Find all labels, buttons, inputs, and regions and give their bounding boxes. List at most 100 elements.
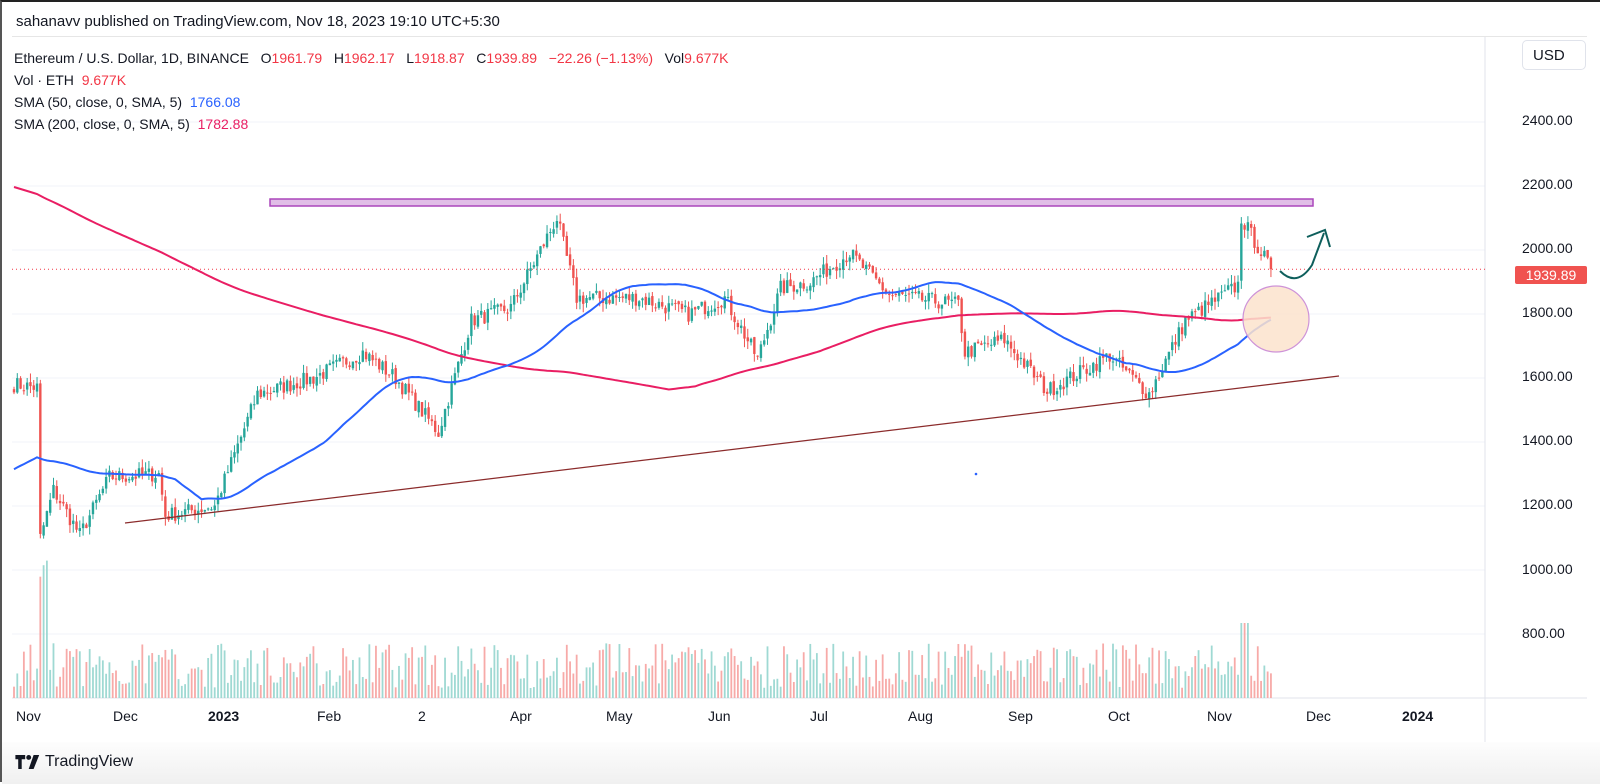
candle-body	[460, 354, 463, 364]
volume-bar	[411, 647, 414, 698]
candle-body	[927, 292, 930, 302]
volume-bar	[644, 663, 647, 698]
volume-bar	[1049, 667, 1052, 698]
volume-bar	[319, 685, 321, 698]
candle-body	[104, 477, 108, 489]
volume-bar	[812, 659, 815, 698]
candle-body	[934, 294, 937, 304]
volume-bar	[253, 682, 256, 698]
candle-body	[703, 301, 707, 315]
candle-body	[907, 293, 911, 295]
volume-bar	[233, 659, 236, 698]
candle-body	[170, 507, 174, 520]
candle-body	[229, 457, 233, 472]
volume-label: Vol	[664, 50, 685, 66]
volume-bar	[463, 676, 466, 698]
candle-body	[1226, 285, 1230, 290]
candle-body	[749, 338, 753, 343]
volume-bar	[19, 686, 22, 698]
candle-body	[1036, 376, 1039, 378]
volume-bar	[134, 665, 137, 698]
volume-bar	[355, 684, 358, 698]
candle-body	[203, 510, 207, 512]
volume-bar	[62, 667, 65, 698]
candle-body	[677, 301, 680, 305]
sma50-label: SMA (50, close, 0, SMA, 5)	[14, 94, 183, 110]
symbol-label[interactable]: Ethereum / U.S. Dollar, 1D, BINANCE	[14, 50, 249, 66]
volume-bar	[990, 652, 993, 698]
volume-bar	[579, 683, 581, 698]
candle-body	[644, 296, 647, 305]
volume-bar	[78, 651, 81, 698]
volume-bar	[1056, 649, 1058, 698]
volume-bar	[980, 669, 983, 698]
candle-body	[98, 494, 101, 501]
candle-body	[1059, 385, 1062, 390]
volume-bar	[792, 681, 795, 698]
candle-body	[634, 293, 638, 306]
volume-bar	[398, 665, 400, 698]
volume-bar	[1089, 663, 1091, 698]
volume-bar	[118, 681, 121, 698]
tradingview-brand[interactable]: TradingView	[15, 753, 133, 771]
candle-body	[355, 360, 358, 363]
close-value: 1939.89	[486, 50, 538, 66]
volume-bar	[756, 661, 759, 698]
volume-bar	[1250, 675, 1253, 698]
volume-bar	[266, 647, 269, 698]
candle-body	[1085, 368, 1088, 374]
price-tick-label: 1400.00	[1522, 432, 1573, 448]
chart-area[interactable]	[12, 36, 1587, 742]
volume-bar	[302, 666, 305, 698]
volume-bar	[829, 682, 831, 698]
volume-bar	[602, 649, 604, 698]
candle-body	[874, 272, 878, 279]
candle-body	[486, 308, 490, 323]
candle-body	[753, 337, 756, 354]
volume-bar	[671, 654, 673, 698]
candle-body	[1082, 365, 1085, 368]
volume-bar	[75, 649, 78, 698]
legend-sma50-row[interactable]: SMA (50, close, 0, SMA, 5) 1766.08	[14, 91, 729, 113]
time-tick-label: Sep	[1008, 708, 1033, 724]
volume-bar	[1223, 674, 1226, 698]
price-chart-canvas[interactable]	[12, 37, 1587, 742]
candle-body	[52, 484, 55, 499]
volume-bar	[26, 670, 29, 698]
volume-bar	[513, 655, 516, 698]
volume-bar	[648, 668, 650, 698]
volume-bar	[483, 646, 486, 698]
volume-bar	[973, 676, 976, 698]
legend-sma200-row[interactable]: SMA (200, close, 0, SMA, 5) 1782.88	[14, 113, 729, 135]
currency-button[interactable]: USD	[1522, 40, 1586, 70]
volume-bar	[1263, 665, 1266, 698]
volume-bar	[569, 661, 571, 698]
volume-bar	[1006, 670, 1009, 698]
candle-body	[772, 312, 776, 325]
volume-bar	[200, 669, 203, 698]
candle-body	[937, 304, 940, 309]
candle-body	[680, 303, 684, 309]
candle-body	[605, 298, 608, 305]
candle-body	[1092, 362, 1095, 373]
candle-body	[963, 331, 967, 357]
volume-bar	[753, 665, 756, 698]
candle-body	[746, 337, 749, 342]
legend-ohlc-row[interactable]: Ethereum / U.S. Dollar, 1D, BINANCE O196…	[14, 47, 729, 69]
volume-bar	[187, 673, 190, 698]
volume-bar	[615, 671, 618, 698]
legend-volume-row[interactable]: Vol · ETH 9.677K	[14, 69, 729, 91]
volume-bar	[1016, 660, 1019, 698]
candle-body	[1131, 370, 1134, 375]
volume-bar	[299, 662, 302, 698]
volume-bar	[1085, 683, 1088, 698]
volume-bar	[236, 660, 239, 698]
candle-body	[1217, 292, 1220, 302]
candle-body	[1200, 305, 1204, 316]
candle-body	[453, 373, 457, 385]
volume-bar	[957, 643, 960, 698]
volume-bar	[802, 652, 805, 698]
candle-body	[325, 364, 328, 380]
candle-body	[368, 353, 371, 362]
volume-bar	[203, 686, 206, 698]
